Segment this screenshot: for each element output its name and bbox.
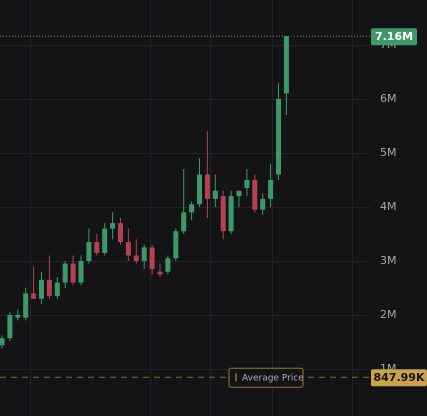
candle-body (31, 293, 37, 299)
candle-body (0, 338, 5, 346)
candle-body (141, 247, 147, 261)
candle-body (244, 179, 250, 189)
candle-body (276, 98, 281, 175)
candle-body (125, 242, 131, 256)
candle-body (252, 179, 258, 210)
candle-body (62, 263, 68, 283)
candle-body (78, 260, 84, 283)
average-price-label: 847.99K (374, 371, 425, 384)
candle-body (173, 231, 179, 259)
y-tick-label: 4M (380, 200, 397, 213)
candle-body (181, 212, 187, 232)
candle-body (54, 282, 60, 297)
average-price-tag (228, 367, 304, 388)
candle-body (220, 196, 226, 232)
last-price-tag (371, 28, 417, 46)
y-tick-label: 6M (380, 92, 397, 105)
candle-body (118, 223, 123, 243)
candle-body (268, 179, 274, 199)
average-price-axis-tag (371, 369, 427, 387)
candle-body (70, 263, 76, 283)
y-tick-label: 5M (380, 146, 397, 159)
candle-body (228, 196, 234, 232)
average-price-name: Average Price (242, 374, 304, 384)
candle-body (7, 314, 13, 339)
candle-body (204, 174, 210, 199)
y-tick-label: 2M (380, 308, 397, 321)
candle-body (86, 242, 92, 261)
candle-body (149, 247, 155, 270)
candle-body (46, 279, 52, 297)
y-tick-label: 3M (380, 254, 397, 267)
candle-body (110, 223, 116, 229)
candle-body (197, 174, 202, 205)
candle-body (23, 293, 29, 318)
candle-body (133, 255, 139, 261)
candle-body (94, 242, 100, 253)
candle-body (157, 271, 163, 275)
candle-body (189, 204, 195, 213)
candle-body (236, 190, 242, 197)
candle-body (260, 198, 266, 210)
candle-body (212, 190, 218, 199)
candle-body (283, 36, 289, 94)
last-price-label: 7.16M (375, 30, 413, 43)
candle-body (102, 228, 108, 253)
candle-body (39, 279, 44, 299)
candle-body (15, 314, 21, 318)
candle-body (165, 258, 171, 272)
